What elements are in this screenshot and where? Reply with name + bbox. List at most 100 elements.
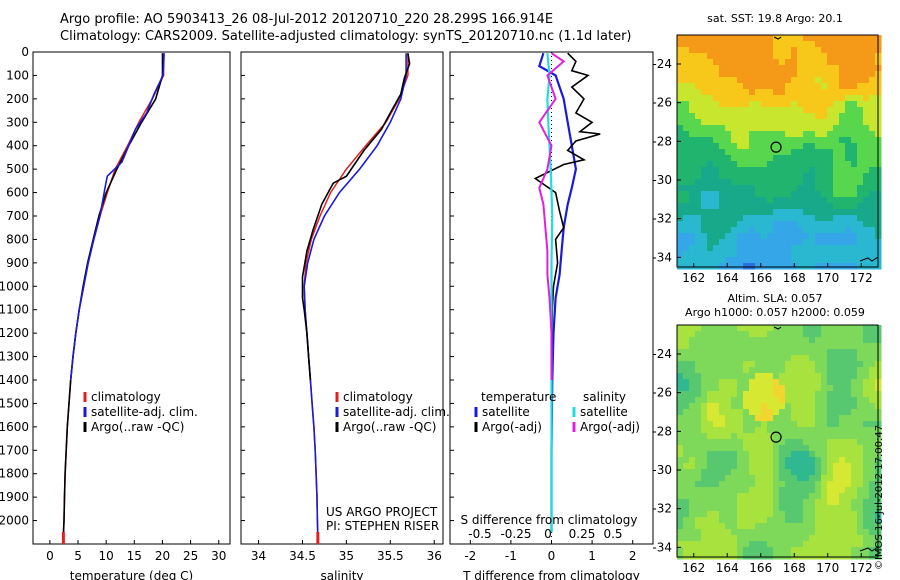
x-tick-label: 34.5 [289,549,316,563]
x-tick-label: 36 [427,549,442,563]
depth-tick-label: 1900 [0,490,29,504]
depth-tick-label: 1400 [0,373,29,387]
x-tick-label: 2 [629,549,637,563]
s-difference-label: S difference from climatology [461,513,638,527]
map-y-tick-label: -28 [652,134,672,148]
legend-temperature-title: temperature [481,390,556,404]
depth-tick-label: 700 [6,209,29,223]
map-x-tick-label: 170 [816,271,839,285]
x-tick-label: 35.5 [377,549,404,563]
sla-map-title-line2: Argo h1000: 0.057 h2000: 0.059 [685,306,865,319]
figure-title-line1: Argo profile: AO 5903413_26 08-Jul-2012 … [60,12,554,27]
x-tick-label: -1 [505,549,517,563]
map-y-tick-label: -34 [652,540,672,554]
legend-label: Argo(-adj) [482,420,542,434]
depth-tick-label: 1500 [0,396,29,410]
legend-label: climatology [343,390,413,404]
depth-tick-label: 1700 [0,443,29,457]
argo-float-position-marker [770,141,782,153]
salinity-frame [240,51,444,545]
sst_map-frame [676,34,879,268]
x-tick-label: 25 [183,549,198,563]
sst_map-panel: 162 164 166 168 170 172 -24 -26 -28 -30 -32 -34 sat.… [652,12,882,285]
legend-label: satellite [580,405,628,419]
x-tick-label: 1 [588,549,596,563]
sst_map-heatmap-cells [677,35,882,270]
map-x-tick-label: 164 [716,271,739,285]
s-tick-label: -0.5 [468,527,491,541]
depth-tick-label: 2000 [0,514,29,528]
s-tick-label: -0.25 [500,527,531,541]
depth-tick-label: 1100 [0,303,29,317]
sla_map-panel: 162 164 166 168 170 172 -24 -26 -28 -30 -32 -34 Alti… [652,292,882,575]
map-y-tick-label: -34 [652,250,672,264]
legend-label: satellite-adj. clim. [91,405,198,419]
series-line-3 [538,52,566,380]
difference-xlabel: T difference from climatology [462,569,640,580]
s-tick-label: 0.25 [569,527,596,541]
salinity-panel: 34 34.5 35 35.5 36 salinity climatologysatelli… [240,51,450,580]
series-line-1 [303,53,407,535]
series-line-2 [69,53,165,381]
x-tick-label: 20 [155,549,170,563]
series-line-2 [301,53,411,381]
project-annotation: US ARGO PROJECT [326,505,438,519]
x-tick-label: 0 [548,549,556,563]
map-x-tick-label: 168 [783,561,806,575]
depth-tick-label: 600 [6,186,29,200]
map-x-tick-label: 166 [749,561,772,575]
coastline-fragment [859,546,879,552]
map-y-tick-label: -30 [652,463,672,477]
legend-label: Argo(..raw -QC) [343,420,436,434]
legend-label: satellite-adj. clim. [343,405,450,419]
x-tick-label: -2 [464,549,476,563]
map-x-tick-label: 172 [850,271,873,285]
depth-tick-label: 900 [6,256,29,270]
depth-tick-label: 1200 [0,326,29,340]
x-tick-label: 0 [46,549,54,563]
depth-tick-label: 1600 [0,420,29,434]
salinity-xlabel: salinity [320,569,363,580]
depth-tick-label: 500 [6,162,29,176]
map-y-tick-label: -28 [652,424,672,438]
sla_map-heatmap-cells [677,325,882,560]
depth-tick-label: 1800 [0,467,29,481]
argo-float-position-marker [770,431,782,443]
series-line-1 [533,52,601,381]
map-y-tick-label: -26 [652,386,672,400]
depth-tick-label: 300 [6,115,29,129]
sla_map-frame [676,324,879,558]
legend-label: climatology [91,390,161,404]
depth-tick-label: 200 [6,92,29,106]
map-y-tick-label: -32 [652,502,672,516]
coastline-fragment [859,256,879,262]
legend-label: satellite [482,405,530,419]
temperature-panel: 0100200300400500600700800900100011001200… [0,45,231,580]
x-tick-label: 10 [99,549,114,563]
x-tick-label: 15 [127,549,142,563]
map-x-tick-label: 164 [716,561,739,575]
map-y-tick-label: -32 [652,212,672,226]
legend-label: Argo(-adj) [580,420,640,434]
map-y-tick-label: -24 [652,57,672,71]
x-tick-label: 30 [211,549,226,563]
map-x-tick-label: 166 [749,271,772,285]
depth-tick-label: 1300 [0,350,29,364]
map-x-tick-label: 162 [682,561,705,575]
depth-tick-label: 100 [6,68,29,82]
legend-label: Argo(..raw -QC) [91,420,184,434]
map-x-tick-label: 172 [850,561,873,575]
map-x-tick-label: 162 [682,271,705,285]
depth-tick-label: 800 [6,232,29,246]
series-line-0 [537,52,578,533]
imos-timestamp-label: ©IMOS 16-Jul-2012 17:00:47 [874,424,885,570]
map-y-tick-label: -30 [652,173,672,187]
x-tick-label: 35 [339,549,354,563]
coastline-fragment [773,36,782,40]
s-tick-label: 0 [544,527,552,541]
difference-panel: -2 -1 0 1 2 T difference from climatology -0.5… [449,51,654,580]
map-x-tick-label: 168 [783,271,806,285]
x-tick-label: 5 [74,549,82,563]
